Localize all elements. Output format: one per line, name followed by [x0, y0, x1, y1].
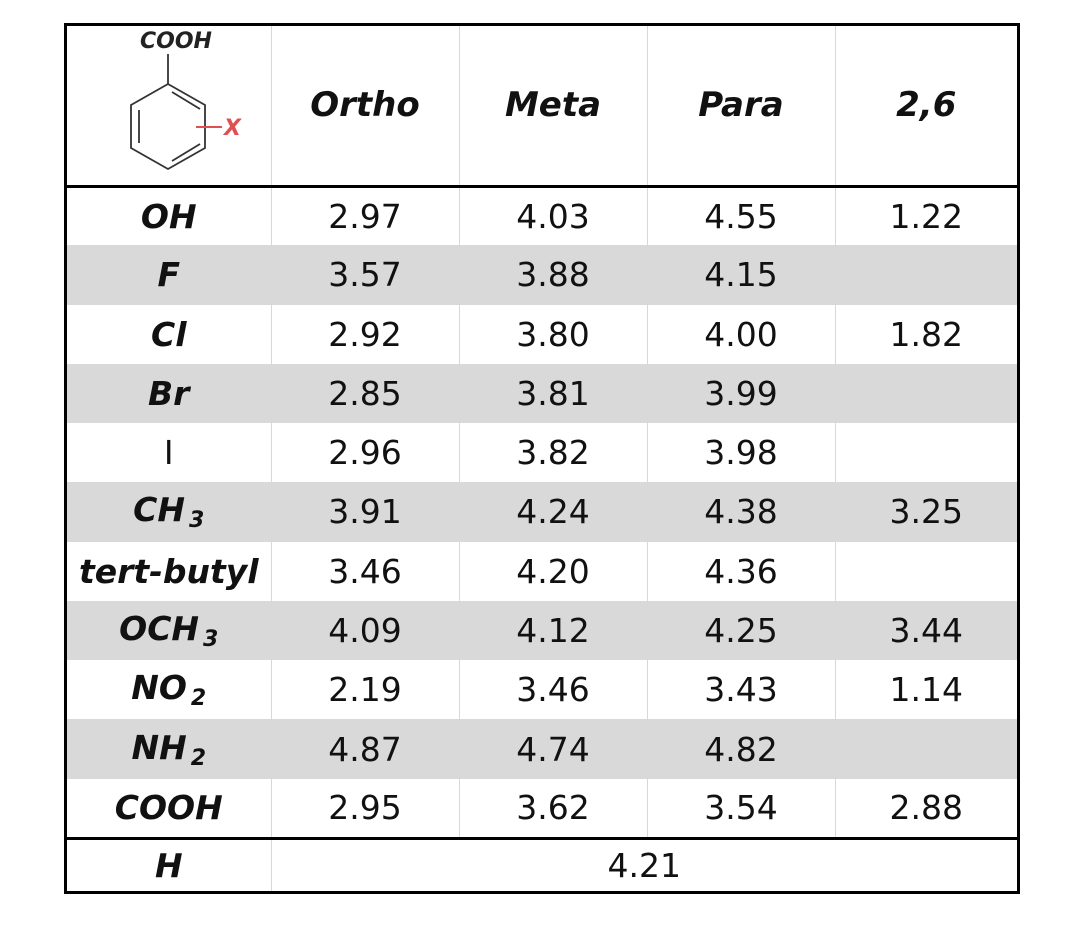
column-header-ortho: Ortho	[270, 26, 459, 188]
table-row: Br 2.85 3.81 3.99	[67, 363, 1017, 424]
row-label: tert-butyl	[67, 542, 271, 601]
substituent-subscript: 3	[203, 626, 219, 652]
table-row: NH 2 4.87 4.74 4.82	[67, 719, 1017, 779]
table-row: OCH 3 4.09 4.12 4.25 3.44	[67, 600, 1017, 661]
row-label: OCH 3	[67, 600, 271, 661]
substituent-name: CH	[133, 490, 186, 530]
value-cell: 4.38	[646, 482, 835, 542]
table-row: COOH 2.95 3.62 3.54 2.88	[67, 778, 1017, 838]
value-cell	[834, 245, 1017, 305]
value-cell: 3.43	[646, 660, 835, 720]
substituent-name: NO	[131, 668, 187, 708]
value-cell: 4.15	[646, 245, 835, 305]
value-cell: 3.25	[834, 482, 1017, 542]
value-cell: 3.62	[458, 778, 647, 838]
substituent-name: OH	[140, 196, 197, 236]
table-row: I 2.96 3.82 3.98	[67, 423, 1017, 483]
table-body: OH 2.97 4.03 4.55 1.22 F 3.57 3.88 4.15 Cl 2.92 3.8…	[67, 186, 1017, 838]
value-cell: 2.95	[270, 778, 459, 838]
value-cell: 3.80	[458, 304, 647, 364]
value-cell: 4.82	[646, 719, 835, 779]
table-row: OH 2.97 4.03 4.55 1.22	[67, 186, 1017, 246]
reference-value: 4.21	[270, 836, 1017, 891]
value-cell: 4.24	[458, 482, 647, 542]
value-cell: 1.14	[834, 660, 1017, 720]
value-cell	[834, 363, 1017, 424]
value-cell	[834, 541, 1017, 601]
pka-table: COOH X Ortho Meta Para	[64, 23, 1020, 894]
value-cell: 3.99	[646, 363, 835, 424]
substituent-name: OCH	[119, 608, 200, 648]
substituent-x-label: X	[222, 116, 242, 141]
substituent-subscript: 2	[190, 686, 207, 712]
value-cell: 3.88	[458, 245, 647, 305]
value-cell: 2.92	[270, 304, 459, 364]
value-cell: 4.00	[646, 304, 835, 364]
value-cell: 4.25	[646, 600, 835, 661]
substituent-name: tert-butyl	[78, 551, 259, 591]
row-label: Cl	[67, 305, 271, 364]
table-row: tert-butyl 3.46 4.20 4.36	[67, 541, 1017, 601]
value-cell: 1.22	[834, 186, 1017, 246]
benzoic-acid-structure-icon: COOH X	[129, 29, 242, 171]
value-cell: 2.19	[270, 660, 459, 720]
value-cell: 4.55	[646, 186, 835, 246]
value-cell: 2.85	[270, 363, 459, 424]
value-cell: 3.57	[270, 245, 459, 305]
table-row: Cl 2.92 3.80 4.00 1.82	[67, 304, 1017, 364]
pka-table-grid: COOH X Ortho Meta Para	[67, 26, 1017, 891]
row-label: NO 2	[67, 660, 271, 719]
substituent-subscript: 2	[190, 745, 207, 771]
row-label: Br	[67, 363, 271, 424]
column-header-para: Para	[646, 26, 835, 188]
row-label: I	[67, 423, 271, 482]
value-cell: 2.96	[270, 423, 459, 483]
row-label: F	[67, 245, 271, 305]
value-cell: 3.81	[458, 363, 647, 424]
substituent-name: COOH	[114, 788, 223, 828]
reference-row-h: H 4.21	[67, 836, 1017, 891]
value-cell: 3.98	[646, 423, 835, 483]
substituent-name: Cl	[150, 314, 187, 354]
substituent-name: I	[163, 433, 174, 473]
value-cell	[834, 719, 1017, 779]
substituent-name: Br	[148, 373, 190, 413]
header-row: COOH X Ortho Meta Para	[67, 26, 1017, 188]
column-header-meta: Meta	[458, 26, 647, 188]
row-label: NH 2	[67, 719, 271, 779]
benzoic-acid-structure-cell: COOH X	[67, 26, 271, 188]
cooh-label: COOH	[140, 29, 212, 54]
value-cell: 4.12	[458, 600, 647, 661]
row-label: COOH	[67, 779, 271, 838]
value-cell: 3.82	[458, 423, 647, 483]
row-label: H	[67, 836, 271, 891]
value-cell: 3.46	[458, 660, 647, 720]
value-cell: 3.54	[646, 778, 835, 838]
table-row: CH 3 3.91 4.24 4.38 3.25	[67, 482, 1017, 542]
substituent-name: NH	[131, 727, 187, 767]
table-row: F 3.57 3.88 4.15	[67, 245, 1017, 305]
row-label: CH 3	[67, 482, 271, 542]
substituent-subscript: 3	[189, 508, 205, 534]
row-label: OH	[67, 186, 271, 245]
value-cell	[834, 423, 1017, 483]
substituent-name: F	[157, 255, 181, 295]
value-cell: 4.09	[270, 600, 459, 661]
value-cell: 4.87	[270, 719, 459, 779]
value-cell: 4.03	[458, 186, 647, 246]
value-cell: 2.88	[834, 778, 1017, 838]
value-cell: 4.36	[646, 541, 835, 601]
column-header-2-6: 2,6	[834, 26, 1017, 188]
value-cell: 4.20	[458, 541, 647, 601]
value-cell: 1.82	[834, 304, 1017, 364]
value-cell: 2.97	[270, 186, 459, 246]
value-cell: 3.91	[270, 482, 459, 542]
value-cell: 3.46	[270, 541, 459, 601]
value-cell: 3.44	[834, 600, 1017, 661]
table-row: NO 2 2.19 3.46 3.43 1.14	[67, 660, 1017, 720]
value-cell: 4.74	[458, 719, 647, 779]
